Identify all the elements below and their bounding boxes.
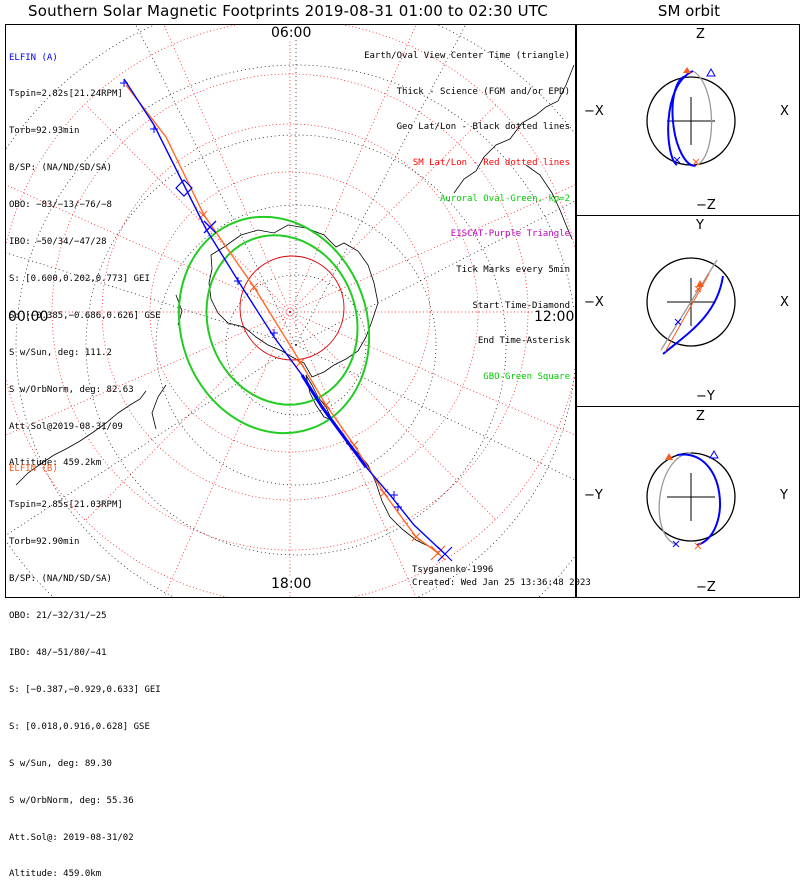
clock-label-left: 00:00 (7, 309, 50, 325)
footprint-map-frame (5, 24, 576, 598)
orbit-panel-xz: Z −Z −X X (584, 27, 789, 213)
auroral-oval-inner (205, 234, 359, 406)
axis-label-bottom: −Y (696, 389, 715, 404)
australia-coastline (453, 64, 575, 240)
legend-item: EISCAT-Purple Triangle (450, 229, 570, 240)
model-label: Tsyganenko-1996 (412, 565, 494, 575)
axis-label-bottom: −Z (696, 580, 716, 595)
orbit-title: SM orbit (657, 2, 721, 20)
elfin-a-start-diamond (175, 179, 193, 197)
map-legend: Earth/Oval View Center Time (triangle) T… (364, 27, 570, 396)
elfin-b-label: ELFIN (B) (9, 463, 58, 474)
legend-item: Thick - Science (FGM and/or EPD) (396, 86, 570, 97)
legend-item: End Time-Asterisk (477, 336, 570, 347)
legend-item: GBO-Green Square (483, 372, 570, 383)
axis-label-top: Z (696, 27, 705, 42)
legend-item: Auroral Oval-Green, kp=2 (439, 193, 570, 204)
elfin-b-info: ELFIN (B) Tspin=2.85s[21.03RPM] Torb=92.… (9, 463, 161, 880)
created-label: Created: Wed Jan 25 13:36:48 2023 (412, 578, 591, 588)
legend-item: Geo Lat/Lon - Black dotted lines (396, 122, 570, 133)
axis-label-bottom: −Z (696, 198, 716, 213)
clock-label-bottom: 18:00 (270, 576, 313, 592)
geo-grid (6, 25, 575, 597)
legend-item: Earth/Oval View Center Time (triangle) (364, 50, 570, 61)
page-title: Southern Solar Magnetic Footprints 2019-… (28, 2, 548, 20)
legend-item: Start Time-Diamond (472, 300, 570, 311)
elfin-b-end-asterisk (430, 545, 446, 561)
clock-label-top: 06:00 (270, 25, 313, 41)
elfin-a-info: ELFIN (A) Tspin=2.82s[21.24RPM] Torb=92.… (9, 52, 161, 469)
legend-item: SM Lat/Lon - Red dotted lines (412, 157, 570, 168)
sm-pole-circle (239, 255, 345, 361)
clock-label-right: 12:00 (533, 309, 576, 325)
axis-label-top: Z (696, 409, 705, 424)
axis-label-right: X (780, 104, 789, 119)
auroral-oval-outer (177, 215, 371, 435)
footprint-map (6, 25, 575, 597)
axis-label-left: −X (584, 104, 604, 119)
axis-label-top: Y (695, 218, 704, 233)
sm-grid (6, 25, 575, 597)
elfin-a-track (120, 78, 453, 562)
axis-label-right: X (780, 295, 789, 310)
antarctica-coastline (208, 224, 379, 378)
orbit-panel-yz: Z −Z −Y Y (584, 409, 788, 595)
elfin-b-track (125, 84, 446, 561)
axis-label-left: −Y (584, 488, 603, 503)
axis-label-right: Y (779, 488, 788, 503)
orbit-panel-xy: Y −Y −X X (584, 218, 789, 404)
africa-coastline (15, 390, 147, 486)
elfin-a-label: ELFIN (A) (9, 52, 58, 63)
legend-item: Tick Marks every 5min (456, 265, 570, 276)
elfin-a-end-asterisk (437, 546, 453, 562)
axis-label-left: −X (584, 295, 604, 310)
